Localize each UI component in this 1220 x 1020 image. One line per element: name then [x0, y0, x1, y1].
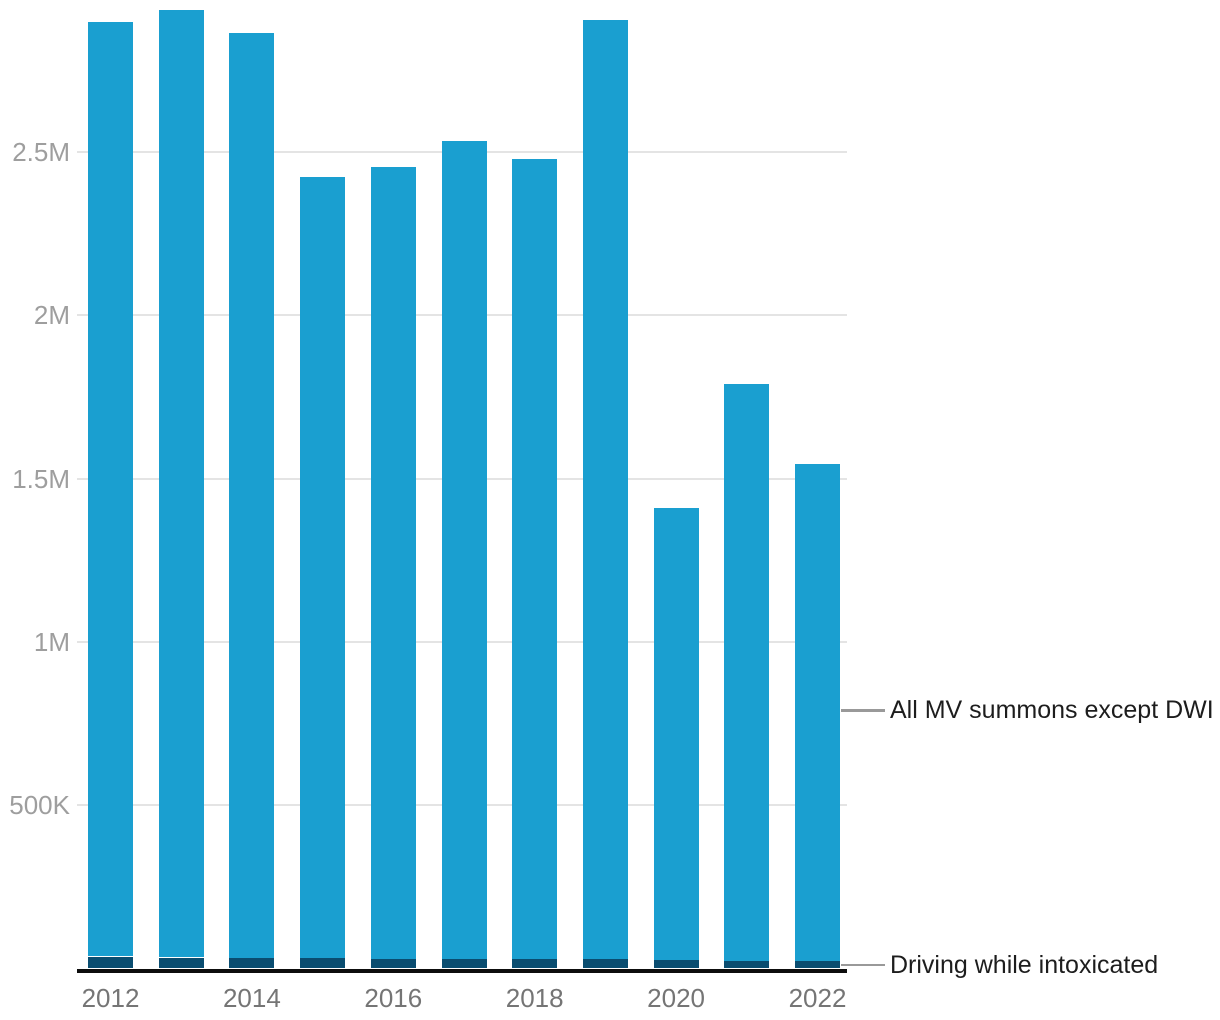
bar-segment-all-mv-2019[interactable]	[582, 20, 628, 960]
y-tick-label: 2.5M	[12, 137, 70, 168]
bar-segment-dwi-2016[interactable]	[370, 959, 416, 968]
bar-2018[interactable]	[512, 158, 558, 968]
bar-segment-all-mv-2022[interactable]	[795, 463, 840, 962]
x-tick-label-2018: 2018	[505, 983, 564, 1013]
bar-segment-all-mv-2021[interactable]	[724, 383, 770, 962]
bar-segment-dwi-2018[interactable]	[512, 959, 558, 968]
y-tick-label: 500K	[9, 789, 70, 820]
bar-segment-all-mv-2015[interactable]	[300, 176, 346, 959]
leader-line-dwi	[841, 963, 885, 967]
bar-2019[interactable]	[582, 20, 628, 968]
bar-segment-dwi-2020[interactable]	[653, 960, 699, 968]
bar-segment-all-mv-2017[interactable]	[441, 140, 487, 960]
bar-segment-dwi-2012[interactable]	[88, 956, 133, 968]
x-tick-label-2016: 2016	[364, 983, 423, 1013]
y-tick-label: 1.5M	[12, 463, 70, 494]
bar-2012[interactable]	[88, 21, 133, 968]
x-axis-line	[77, 969, 847, 973]
bar-2022[interactable]	[795, 463, 840, 968]
annotation-all-mv-summons: All MV summons except DWI	[890, 696, 1214, 725]
bar-2016[interactable]	[370, 166, 416, 968]
x-tick-label-2022: 2022	[788, 983, 847, 1013]
x-tick-label-2020: 2020	[647, 983, 706, 1013]
bar-2015[interactable]	[300, 176, 346, 968]
bar-2021[interactable]	[724, 383, 770, 968]
x-tick-label-2014: 2014	[222, 983, 281, 1013]
bar-segment-dwi-2017[interactable]	[441, 959, 487, 968]
bar-segment-dwi-2019[interactable]	[582, 959, 628, 968]
bar-2020[interactable]	[653, 507, 699, 968]
bar-segment-all-mv-2020[interactable]	[653, 507, 699, 961]
y-tick-label: 1M	[33, 626, 70, 657]
bar-segment-all-mv-2016[interactable]	[370, 166, 416, 960]
bar-segment-all-mv-2013[interactable]	[158, 10, 204, 958]
bar-segment-dwi-2015[interactable]	[300, 958, 346, 968]
leader-line-all-mv-summons	[841, 709, 885, 712]
bar-2014[interactable]	[229, 33, 275, 968]
bar-segment-dwi-2021[interactable]	[724, 961, 770, 968]
y-tick-label: 2M	[33, 300, 70, 331]
annotation-dwi: Driving while intoxicated	[890, 950, 1159, 979]
bar-2013[interactable]	[158, 10, 204, 968]
bar-segment-dwi-2022[interactable]	[795, 961, 840, 968]
bar-segment-dwi-2013[interactable]	[158, 957, 204, 968]
bar-segment-all-mv-2018[interactable]	[512, 158, 558, 960]
bar-segment-dwi-2014[interactable]	[229, 957, 275, 968]
bar-2017[interactable]	[441, 140, 487, 968]
x-tick-label-2012: 2012	[81, 983, 140, 1013]
bar-segment-all-mv-2014[interactable]	[229, 33, 275, 958]
bar-segment-all-mv-2012[interactable]	[88, 21, 133, 957]
